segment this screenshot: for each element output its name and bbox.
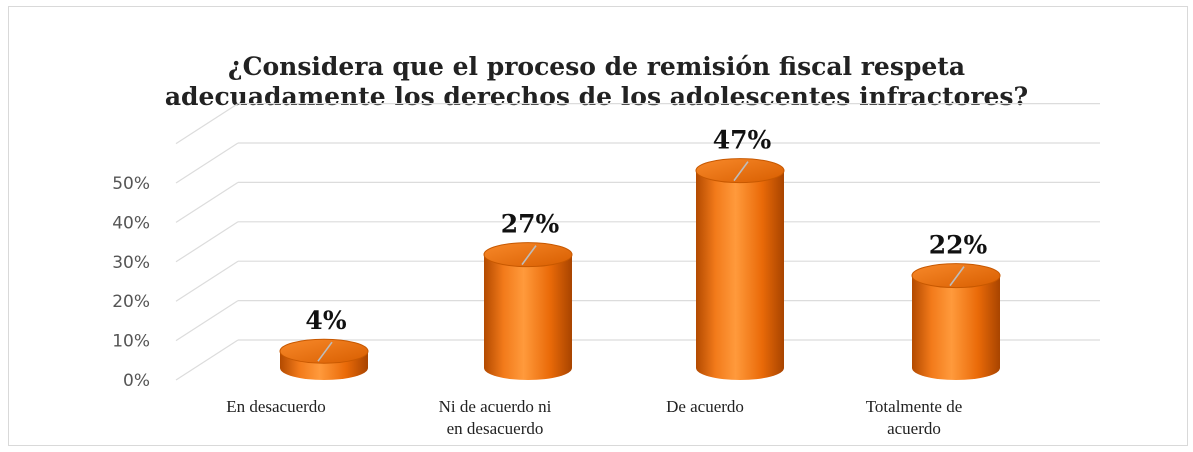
chart-title-line-1: ¿Considera que el proceso de remisión fi… [227,52,966,81]
x-axis-categories: En desacuerdo Ni de acuerdo ni en desacuer… [226,397,962,438]
gridline-diagonal [175,260,239,302]
label-leader [733,161,749,182]
category-label: Totalmente de acuerdo [866,397,963,438]
label-leader [521,245,537,266]
gridline-diagonal [175,181,239,223]
chart-title: ¿Considera que el proceso de remisión fi… [0,52,1193,112]
y-axis-ticks: 0% 10% 20% 30% 40% 50% [112,174,150,391]
y-tick-label: 30% [112,253,150,273]
label-leader [949,266,965,287]
bar-3: 47% [695,126,785,380]
data-label: 47% [713,126,772,155]
bar-2: 27% [483,210,573,380]
y-tick-label: 50% [112,174,150,194]
bar-4: 22% [911,231,1001,380]
bar-body [484,254,572,380]
bar-top [911,263,1001,289]
data-label: 4% [305,306,346,335]
gridline-diagonal [175,221,239,263]
y-tick-label: 10% [112,332,150,352]
gridlines [175,102,1100,381]
bar-body [696,170,784,380]
y-tick-label: 40% [112,213,150,233]
label-leader [317,341,333,362]
data-label: 22% [929,231,988,260]
bar-body [912,275,1000,380]
bar-top [695,158,785,184]
category-label: De acuerdo [666,397,744,416]
gridline-diagonal [175,339,239,381]
bars: 4% 27% 47% 22% [279,126,1001,380]
chart-title-line-2: adecuadamente los derechos de los adoles… [164,82,1029,111]
bar-1: 4% [279,306,369,380]
y-tick-label: 0% [123,371,150,391]
y-tick-label: 20% [112,292,150,312]
gridline-diagonal [175,142,239,184]
gridline-diagonal [175,103,239,145]
category-label: Ni de acuerdo ni en desacuerdo [439,397,552,438]
gridline-diagonal [175,300,239,342]
category-label: En desacuerdo [226,397,326,416]
bar-top [279,338,369,364]
bar-top [483,242,573,268]
data-label: 27% [501,210,560,239]
